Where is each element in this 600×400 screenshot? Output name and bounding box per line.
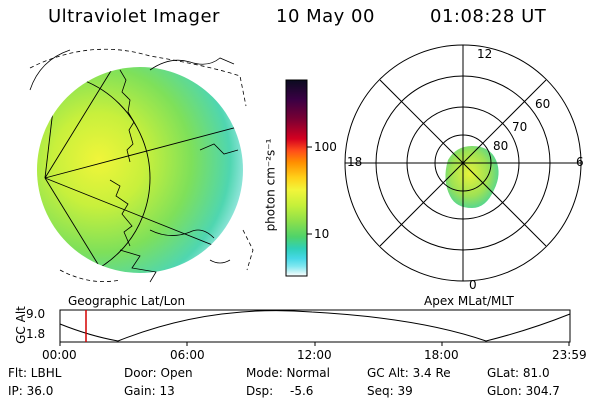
- colorbar-tick-10: 10: [314, 227, 330, 241]
- mlt-label-18: 18: [347, 155, 363, 169]
- instrument-title: Ultraviolet Imager: [48, 6, 220, 27]
- mlt-label-6: 6: [576, 155, 584, 169]
- mlat-label-70: 70: [512, 120, 528, 134]
- mlt-label-0: 0: [469, 278, 477, 292]
- mlat-label-80: 80: [493, 139, 509, 153]
- timeline-ytick-max: 9.0: [26, 307, 46, 321]
- mlat-label-60: 60: [535, 97, 551, 111]
- date-label: 10 May 00: [276, 6, 375, 27]
- seq-info: Seq: 39: [367, 384, 413, 398]
- time-label: 01:08:28 UT: [430, 6, 547, 27]
- colorbar-tick-100: 100: [314, 140, 337, 154]
- uv-disc: [37, 67, 243, 273]
- mlt-label-12: 12: [477, 47, 493, 61]
- dsp-value: -5.6: [290, 384, 314, 398]
- dsp-label: Dsp:: [246, 384, 274, 398]
- glon-info: GLon: 304.7: [487, 384, 560, 398]
- gain-info: Gain: 13: [124, 384, 175, 398]
- door-info: Door: Open: [124, 366, 193, 380]
- apex-label: Apex MLat/MLT: [424, 294, 514, 308]
- outer-coast: [29, 48, 254, 283]
- ip-info: IP: 36.0: [8, 384, 54, 398]
- geographic-label: Geographic Lat/Lon: [68, 294, 186, 308]
- timeline-ytick-min: 1.8: [26, 327, 46, 341]
- timeline-xtick-1800: 18:00: [424, 348, 459, 362]
- oval-emission: [445, 146, 499, 208]
- mode-info: Mode: Normal: [246, 366, 330, 380]
- timeline-xtick-0600: 06:00: [170, 348, 205, 362]
- timeline-xtick-1200: 12:00: [297, 348, 332, 362]
- coastlines: [29, 49, 239, 283]
- timeline-xtick-2359: 23:59: [552, 348, 587, 362]
- flt-info: Flt: LBHL: [8, 366, 62, 380]
- gcalt-info: GC Alt: 3.4 Re: [367, 366, 451, 380]
- altitude-curve: [59, 310, 571, 342]
- glat-info: GLat: 81.0: [487, 366, 550, 380]
- timeline-xtick-0000: 00:00: [42, 348, 77, 362]
